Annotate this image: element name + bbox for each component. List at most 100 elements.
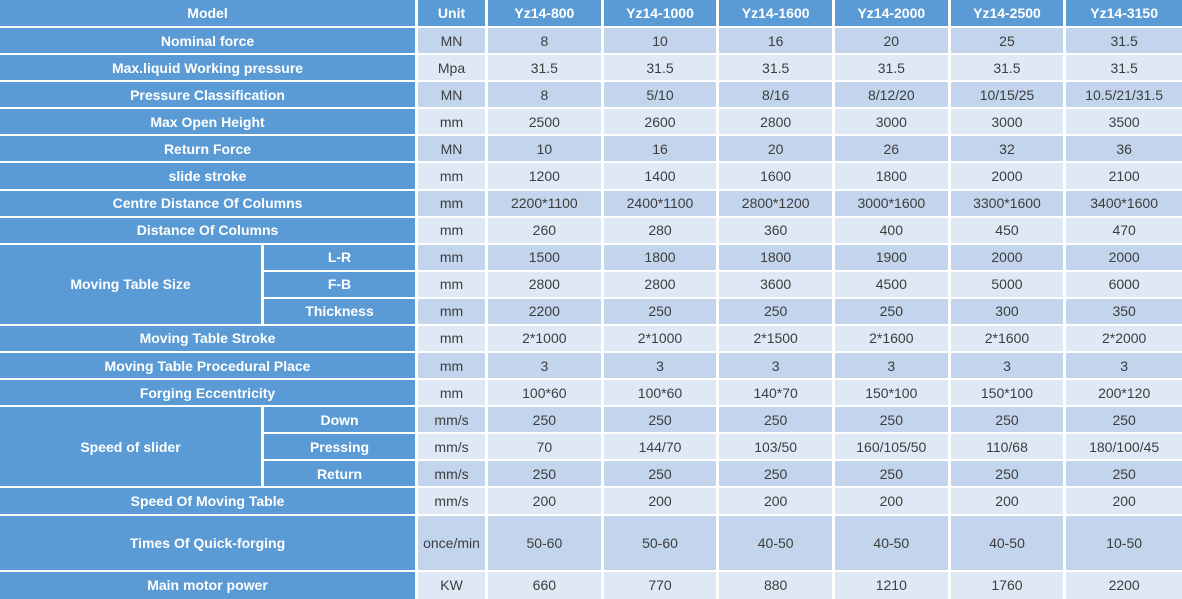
value-cell: 103/50: [719, 434, 835, 462]
value-cell: 31.5: [1066, 28, 1182, 56]
unit-cell: MN: [418, 28, 489, 56]
value-cell: 250: [603, 298, 720, 326]
unit-cell: mm: [418, 325, 489, 354]
value-cell: 250: [719, 407, 835, 435]
table-row: F-B mm 2800 2800 3600 4500 5000 6000: [0, 271, 1182, 299]
table-row: Max Open Height mm 2500 2600 2800 3000 3…: [0, 109, 1182, 137]
value-cell: 40-50: [834, 515, 951, 572]
value-cell: 50-60: [603, 515, 720, 572]
value-cell: 3: [1066, 353, 1182, 381]
value-cell: 31.5: [603, 55, 720, 83]
value-cell: 2800: [488, 271, 604, 299]
value-cell: 250: [719, 461, 835, 489]
table-row: Moving Table Procedural Place mm 3 3 3 3…: [0, 353, 1182, 381]
value-cell: 8: [488, 82, 604, 110]
header-model-col: Yz14-1600: [719, 0, 835, 29]
header-model-col: Yz14-3150: [1066, 0, 1182, 29]
value-cell: 250: [834, 298, 951, 326]
value-cell: 2800: [719, 109, 835, 137]
header-row: Model Unit Yz14-800 Yz14-1000 Yz14-1600 …: [0, 0, 1182, 29]
value-cell: 200: [603, 488, 720, 516]
value-cell: 10: [488, 136, 604, 164]
unit-cell: mm: [418, 244, 489, 272]
table-row: Nominal force MN 8 10 16 20 25 31.5: [0, 28, 1182, 56]
group-label: Moving Table Size: [0, 244, 264, 326]
header-model-cell: Model: [0, 0, 419, 29]
value-cell: 16: [603, 136, 720, 164]
value-cell: 180/100/45: [1066, 434, 1182, 462]
row-label: slide stroke: [0, 163, 419, 191]
value-cell: 3300*1600: [950, 190, 1067, 218]
value-cell: 2200: [488, 298, 604, 326]
value-cell: 40-50: [719, 515, 835, 572]
value-cell: 100*60: [603, 380, 720, 408]
value-cell: 1400: [603, 163, 720, 191]
value-cell: 3000*1600: [834, 190, 951, 218]
value-cell: 70: [488, 434, 604, 462]
value-cell: 3500: [1066, 109, 1182, 137]
value-cell: 20: [834, 28, 951, 56]
value-cell: 280: [603, 217, 720, 245]
table-row: Speed Of Moving Table mm/s 200 200 200 2…: [0, 488, 1182, 516]
sub-label: Down: [264, 407, 419, 435]
value-cell: 36: [1066, 136, 1182, 164]
row-label: Centre Distance Of Columns: [0, 190, 419, 218]
value-cell: 250: [719, 298, 835, 326]
value-cell: 350: [1066, 298, 1182, 326]
row-label: Forging Eccentricity: [0, 380, 419, 408]
value-cell: 3: [834, 353, 951, 381]
value-cell: 200: [488, 488, 604, 516]
row-label: Return Force: [0, 136, 419, 164]
header-model-col: Yz14-2500: [950, 0, 1067, 29]
header-unit-cell: Unit: [418, 0, 489, 29]
table-row: Main motor power KW 660 770 880 1210 176…: [0, 571, 1182, 599]
unit-cell: KW: [418, 571, 489, 599]
unit-cell: once/min: [418, 515, 489, 572]
sub-label: Thickness: [264, 298, 419, 326]
value-cell: 200: [1066, 488, 1182, 516]
unit-cell: Mpa: [418, 55, 489, 83]
value-cell: 4500: [834, 271, 951, 299]
value-cell: 1900: [834, 244, 951, 272]
unit-cell: mm: [418, 298, 489, 326]
value-cell: 260: [488, 217, 604, 245]
value-cell: 20: [719, 136, 835, 164]
table-row: Speed of slider Down mm/s 250 250 250 25…: [0, 407, 1182, 489]
unit-cell: mm: [418, 217, 489, 245]
value-cell: 1760: [950, 571, 1067, 599]
value-cell: 250: [1066, 461, 1182, 489]
value-cell: 250: [603, 407, 720, 435]
table-row: Times Of Quick-forging once/min 50-60 50…: [0, 515, 1182, 572]
unit-cell: MN: [418, 82, 489, 110]
value-cell: 31.5: [1066, 55, 1182, 83]
unit-cell: mm/s: [418, 434, 489, 462]
value-cell: 200*120: [1066, 380, 1182, 408]
value-cell: 5/10: [603, 82, 720, 110]
value-cell: 144/70: [603, 434, 720, 462]
unit-cell: mm: [418, 109, 489, 137]
value-cell: 250: [950, 461, 1067, 489]
value-cell: 10/15/25: [950, 82, 1067, 110]
sub-label: L-R: [264, 244, 419, 272]
unit-cell: mm: [418, 271, 489, 299]
table-row: Centre Distance Of Columns mm 2200*1100 …: [0, 190, 1182, 218]
row-label: Max Open Height: [0, 109, 419, 137]
value-cell: 31.5: [950, 55, 1067, 83]
value-cell: 40-50: [950, 515, 1067, 572]
table-row: Pressing mm/s 70 144/70 103/50 160/105/5…: [0, 434, 1182, 462]
value-cell: 2*1500: [719, 325, 835, 354]
table-row: Return mm/s 250 250 250 250 250 250: [0, 461, 1182, 489]
value-cell: 3: [950, 353, 1067, 381]
value-cell: 250: [1066, 407, 1182, 435]
value-cell: 8/16: [719, 82, 835, 110]
row-label: Moving Table Procedural Place: [0, 353, 419, 381]
unit-cell: mm: [418, 353, 489, 381]
value-cell: 100*60: [488, 380, 604, 408]
value-cell: 1210: [834, 571, 951, 599]
value-cell: 200: [834, 488, 951, 516]
value-cell: 660: [488, 571, 604, 599]
value-cell: 2000: [1066, 244, 1182, 272]
table-row: Forging Eccentricity mm 100*60 100*60 14…: [0, 380, 1182, 408]
value-cell: 450: [950, 217, 1067, 245]
value-cell: 2*1600: [834, 325, 951, 354]
